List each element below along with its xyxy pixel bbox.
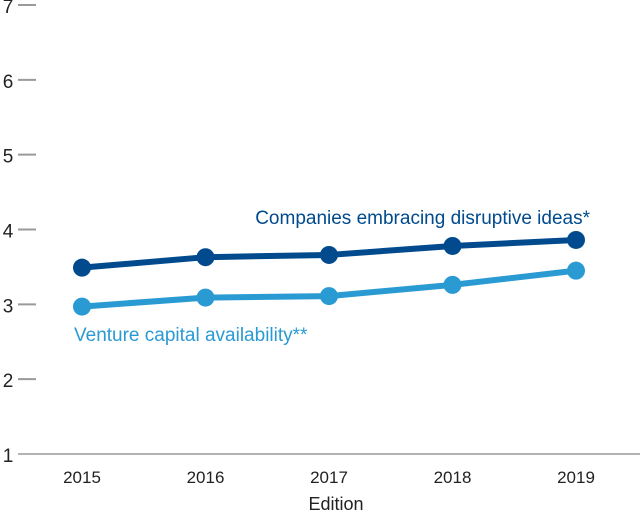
series-label-venture-capital: Venture capital availability** xyxy=(74,325,308,346)
y-tick-label: 1 xyxy=(3,446,14,467)
y-tick-label: 5 xyxy=(3,147,14,168)
data-point xyxy=(320,245,338,264)
data-point xyxy=(196,288,215,307)
x-tick-label: 2019 xyxy=(557,468,595,487)
data-point xyxy=(567,230,585,249)
x-tick-label: 2017 xyxy=(310,468,348,487)
data-point xyxy=(320,287,338,306)
data-point xyxy=(196,248,215,267)
y-tick-label: 4 xyxy=(3,222,14,243)
data-point xyxy=(443,236,462,255)
data-point xyxy=(73,258,91,277)
data-point xyxy=(443,275,462,294)
x-tick-label: 2016 xyxy=(187,468,225,487)
y-tick-label: 3 xyxy=(3,296,14,317)
x-axis-label: Edition xyxy=(308,494,363,511)
data-point xyxy=(567,261,585,280)
data-point xyxy=(73,297,91,316)
y-tick-label: 6 xyxy=(3,72,14,93)
x-tick-label: 2018 xyxy=(434,468,472,487)
y-tick-label: 2 xyxy=(3,371,14,392)
series-label-companies: Companies embracing disruptive ideas* xyxy=(255,208,590,229)
x-tick-label: 2015 xyxy=(63,468,101,487)
y-tick-label: 7 xyxy=(3,0,14,18)
